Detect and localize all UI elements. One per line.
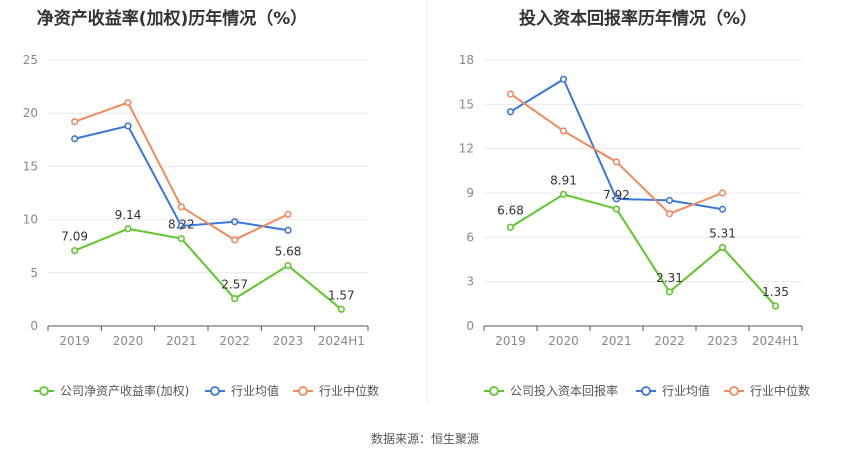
average-data-point [506,108,515,116]
x-tick-label: 2024H1 [752,334,799,348]
y-tick-label: 5 [30,266,38,280]
x-tick-label: 2019 [495,334,526,348]
data-label: 2.57 [221,278,248,292]
company-data-point [124,225,132,233]
legend-swatch-marker [489,386,499,396]
y-tick-label: 20 [23,106,38,120]
x-tick-label: 2020 [548,334,579,348]
average-data-point [124,122,132,130]
data-label: 2.31 [656,271,683,285]
company-series-line [509,193,777,307]
data-label: 1.35 [762,285,789,299]
legend-label: 公司投入资本回报率 [510,383,618,398]
median-data-point [124,98,132,107]
y-tick-label: 15 [459,97,474,111]
x-tick-label: 2020 [113,334,144,348]
legend-label: 行业均值 [662,383,710,398]
data-label: 8.22 [168,218,195,232]
y-tick-label: 15 [23,159,38,173]
legend-swatch-marker [39,386,49,396]
company-data-point [612,205,621,213]
company-data-point [506,223,515,231]
x-tick-label: 2022 [219,334,250,348]
legend-label: 行业中位数 [750,383,810,398]
company-series-line [74,227,342,311]
legend-item-company[interactable]: 公司净资产收益率(加权) [34,383,189,398]
chart-title: 净资产收益率(加权)历年情况（%） [37,8,308,29]
median-data-point [612,158,621,166]
y-tick-label: 6 [466,230,474,244]
median-data-point [718,189,727,197]
x-tick-label: 2019 [59,334,90,348]
median-data-point [284,210,292,218]
company-data-point [177,234,185,243]
legend-swatch-marker [729,386,739,396]
legend-label: 行业中位数 [319,383,379,398]
company-data-point [231,295,239,303]
legend-item-average[interactable]: 行业均值 [636,383,710,398]
y-tick-label: 10 [23,213,38,227]
average-data-point [284,226,292,234]
y-tick-label: 12 [459,142,474,156]
average-data-point [231,218,239,226]
company-data-point [337,305,345,313]
average-data-point [612,195,621,203]
legend-item-company[interactable]: 公司投入资本回报率 [484,383,618,398]
data-label: 9.14 [115,208,142,222]
data-label: 6.68 [497,203,524,217]
x-tick-label: 2021 [601,334,632,348]
median-data-point [177,203,185,211]
company-data-point [71,246,79,255]
legend-item-median[interactable]: 行业中位数 [724,383,810,398]
roic-chart: 投入资本回报率历年情况（%） 0 3 6 9 12 15 18 2019 2020 2021 2022… [459,8,810,398]
company-data-point [718,243,727,252]
data-label: 8.91 [550,173,577,187]
y-tick-label: 0 [30,319,38,333]
roe-chart: 净资产收益率(加权)历年情况（%） 0 5 10 15 20 25 2019 2020 2021 2… [23,8,379,398]
average-data-point [177,222,185,230]
company-data-point [284,261,292,270]
data-label: 7.09 [61,230,88,244]
median-data-point [506,90,515,98]
data-label: 5.31 [709,227,736,241]
x-tick-label: 2024H1 [318,334,365,348]
average-data-point [718,205,727,213]
legend-label: 行业均值 [231,383,279,398]
y-tick-label: 3 [466,275,474,289]
x-tick-label: 2023 [273,334,304,348]
y-tick-label: 9 [466,186,474,200]
data-label: 7.92 [603,188,630,202]
x-tick-label: 2023 [707,334,738,348]
average-data-point [71,135,79,143]
chart-title: 投入资本回报率历年情况（%） [519,8,757,29]
legend-item-average[interactable]: 行业均值 [205,383,279,398]
median-data-point [665,210,674,218]
median-data-point [71,118,79,126]
company-data-point [559,190,568,198]
legend-swatch-marker [298,386,308,396]
y-tick-label: 25 [23,53,38,67]
average-data-point [559,75,568,83]
average-data-point [665,196,674,204]
data-label: 5.68 [275,245,302,259]
x-tick-label: 2022 [654,334,685,348]
legend-swatch-marker [641,386,651,396]
average-series-line [74,124,289,232]
y-tick-label: 0 [466,319,474,333]
legend-label: 公司净资产收益率(加权) [60,383,189,398]
legend-item-median[interactable]: 行业中位数 [293,383,379,398]
median-data-point [231,236,239,244]
company-data-point [771,302,780,310]
y-tick-label: 18 [459,53,474,67]
x-tick-label: 2021 [166,334,197,348]
legend-swatch-marker [210,386,220,396]
company-data-point [665,288,674,296]
data-label: 1.57 [328,288,355,302]
median-data-point [559,127,568,135]
data-source-label: 数据来源：恒生聚源 [371,431,479,446]
